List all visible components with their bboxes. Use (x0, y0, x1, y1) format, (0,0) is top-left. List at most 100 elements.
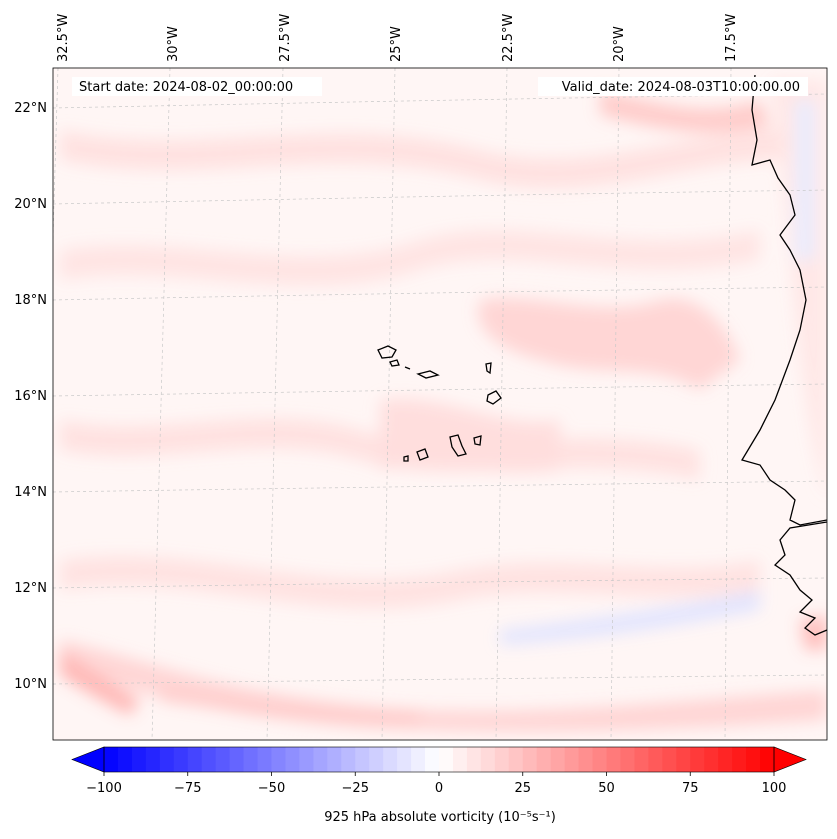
colorbar-bin (494, 747, 510, 772)
colorbar-bin (606, 747, 621, 772)
colorbar-tick-label: 75 (682, 781, 699, 796)
island-santiago (449, 434, 467, 457)
lon-label: 30°W (166, 26, 181, 62)
lon-label: 25°W (389, 26, 404, 62)
colorbar-bin (564, 747, 580, 772)
date-annotations: Start date: 2024-08-02_00:00:00 Valid_da… (72, 77, 808, 96)
colorbar-bin (397, 747, 412, 772)
colorbar-bin (104, 747, 119, 772)
colorbar-bin (355, 747, 370, 772)
lat-label: 12°N (14, 581, 47, 596)
colorbar-bin (662, 747, 677, 772)
map-frame (52, 67, 828, 741)
colorbar-bin (676, 747, 691, 772)
colorbar-bin (634, 747, 649, 772)
colorbar-bin (369, 747, 384, 772)
colorbar-tick-label: −100 (86, 781, 122, 796)
colorbar-bin (327, 747, 342, 772)
colorbar-max-extension (773, 746, 807, 773)
island-santo-antao (377, 345, 397, 359)
colorbar-bin (285, 747, 300, 772)
colorbar-bin (383, 747, 398, 772)
colorbar-bin (187, 747, 203, 772)
colorbar-bin (690, 747, 705, 772)
colorbar-bin (159, 747, 175, 772)
cape-verde-islands (377, 345, 502, 462)
colorbar-bin (732, 747, 747, 772)
lat-label: 22°N (14, 101, 47, 116)
lon-label: 20°W (612, 26, 627, 62)
valid-date-label: Valid_date: 2024-08-03T10:00:00.00 (562, 80, 800, 95)
island-brava (403, 455, 409, 462)
lon-label: 17.5°W (724, 14, 739, 62)
colorbar-tick-label: −25 (342, 781, 369, 796)
graticule (53, 68, 827, 740)
island-santa-luzia (404, 366, 411, 370)
lat-label: 20°N (14, 197, 47, 212)
colorbar-tick-label: 50 (598, 781, 615, 796)
africa-coastline (741, 74, 827, 526)
island-sao-nicolau (416, 370, 440, 379)
colorbar-bin (173, 747, 189, 772)
island-fogo (416, 448, 429, 461)
colorbar-bin (746, 747, 761, 772)
colorbar-bin (145, 747, 161, 772)
colorbar-bin (480, 747, 496, 772)
colorbar-bin (117, 747, 133, 772)
map-panel: Start date: 2024-08-02_00:00:00 Valid_da… (14, 14, 828, 741)
colorbar-bin (341, 747, 356, 772)
colorbar-bin (229, 747, 245, 772)
lat-label: 18°N (14, 293, 47, 308)
colorbar-bin (271, 747, 286, 772)
colorbar-bin (299, 747, 314, 772)
island-maio (473, 435, 482, 446)
island-sao-vicente (389, 359, 400, 367)
colorbar-tick-label: −50 (258, 781, 285, 796)
colorbar-tick-label: 0 (435, 781, 443, 796)
colorbar-bin (620, 747, 635, 772)
colorbar-bin (201, 747, 217, 772)
colorbar-bin (257, 747, 272, 772)
start-date-label: Start date: 2024-08-02_00:00:00 (79, 80, 293, 95)
colorbar-bin (313, 747, 328, 772)
colorbar-bin (550, 747, 566, 772)
start-date-box (72, 77, 322, 96)
lat-label: 14°N (14, 485, 47, 500)
colorbar-ticks: −100 −75 −50 −25 0 25 50 75 100 (86, 772, 786, 796)
colorbar-tick-label: −75 (174, 781, 201, 796)
colorbar-bin (131, 747, 147, 772)
lat-label: 10°N (14, 677, 47, 692)
vorticity-field (60, 80, 827, 732)
colorbar-tick-label: 100 (762, 781, 787, 796)
colorbar-bin (648, 747, 663, 772)
colorbar-bins (104, 747, 775, 772)
colorbar-bin (704, 747, 719, 772)
colorbar: −100 −75 −50 −25 0 25 50 75 100 925 hPa absolute… (71, 746, 807, 825)
colorbar-tick-label: 25 (514, 781, 531, 796)
guinea-coastline (773, 521, 827, 636)
island-sal (485, 362, 492, 375)
colorbar-min-extension (71, 746, 105, 773)
latitude-labels: 22°N 20°N 18°N 16°N 14°N 12°N 10°N (14, 101, 47, 692)
longitude-labels: 32.5°W 30°W 27.5°W 25°W 22.5°W 20°W 17.5… (56, 14, 739, 62)
island-boa-vista (486, 390, 502, 405)
colorbar-bin (439, 747, 454, 772)
lon-label: 32.5°W (56, 14, 71, 62)
colorbar-bin (536, 747, 552, 772)
colorbar-bin (425, 747, 440, 772)
lon-label: 22.5°W (501, 14, 516, 62)
lon-label: 27.5°W (278, 14, 293, 62)
colorbar-bin (466, 747, 482, 772)
colorbar-bin (411, 747, 426, 772)
colorbar-bin (592, 747, 607, 772)
colorbar-bin (243, 747, 259, 772)
colorbar-bin (215, 747, 231, 772)
valid-date-box (538, 77, 808, 96)
colorbar-bin (760, 747, 775, 772)
colorbar-bin (718, 747, 733, 772)
lat-label: 16°N (14, 389, 47, 404)
colorbar-label: 925 hPa absolute vorticity (10⁻⁵s⁻¹) (324, 810, 556, 825)
colorbar-bin (578, 747, 594, 772)
colorbar-bin (452, 747, 468, 772)
